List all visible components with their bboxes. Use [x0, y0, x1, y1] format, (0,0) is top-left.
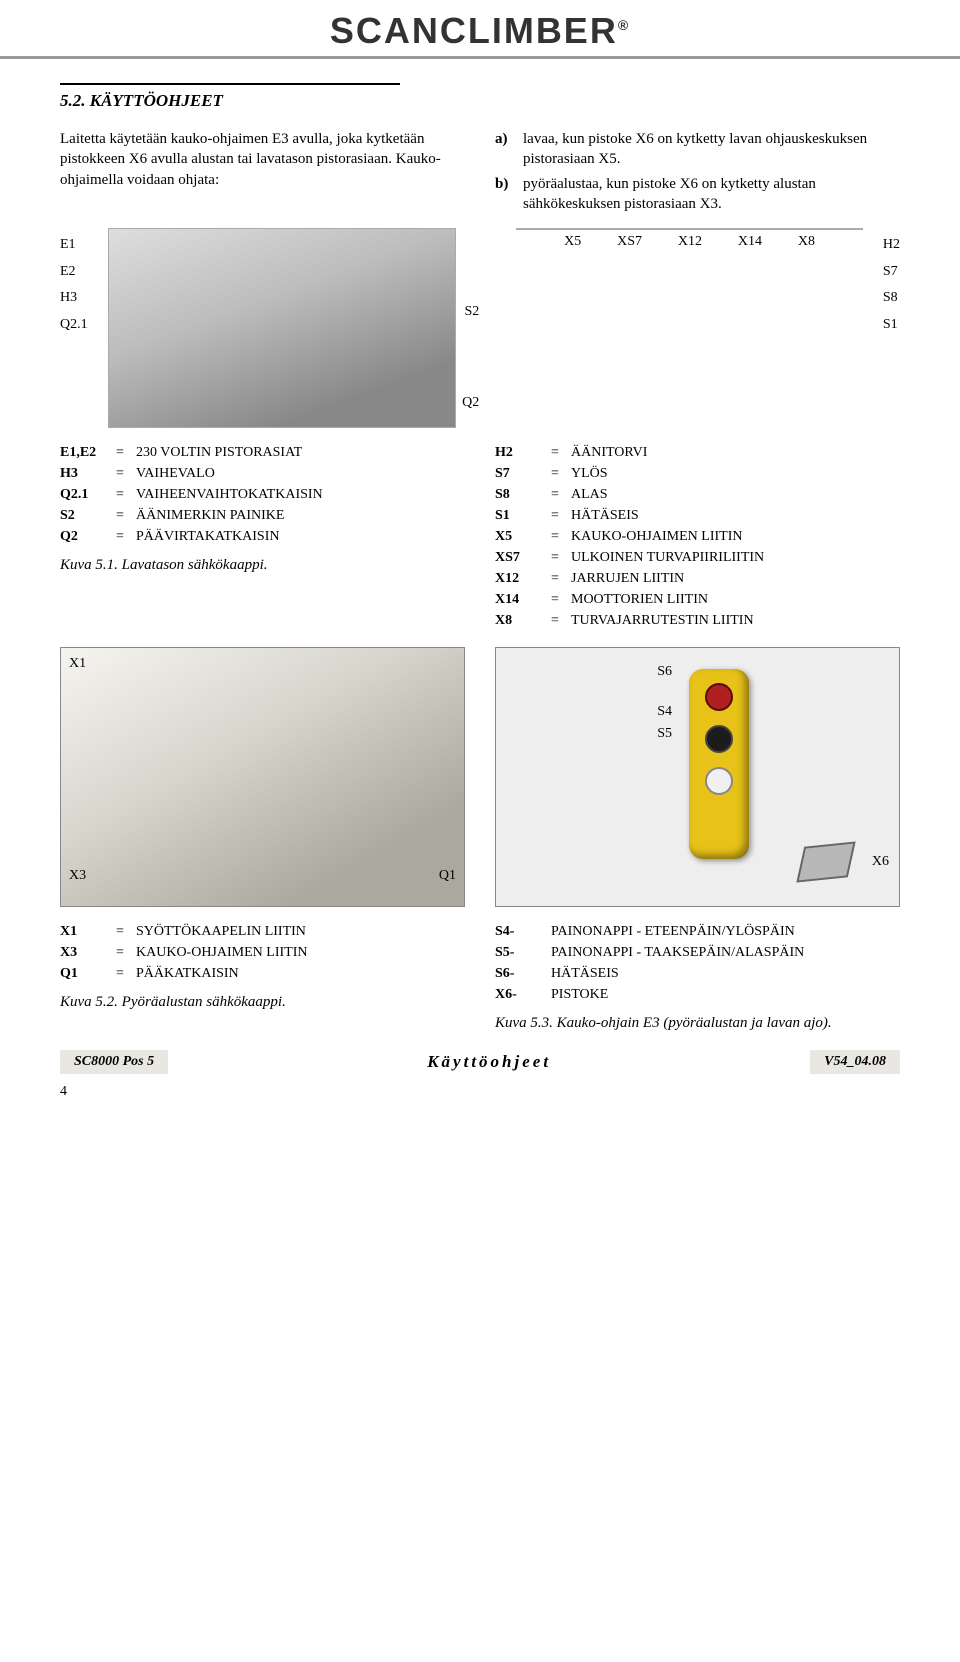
legend-line: X5=KAUKO-OHJAIMEN LIITIN [495, 526, 900, 547]
bottom-photo-row: X1 X3 Q1 S6 S4 S5 X6 [60, 647, 900, 907]
legend-line: Q1=PÄÄKATKAISIN [60, 963, 465, 984]
fig2-caption: Kuva 5.2. Pyöräalustan sähkökaappi. [60, 994, 465, 1011]
legend-line: X6-PISTOKE [495, 984, 900, 1005]
remote-btn-rev-icon [705, 767, 733, 795]
remote-btn-stop-icon [705, 683, 733, 711]
lbl-h2: H2 [883, 232, 900, 259]
fig1-left-labels: E1 E2 H3 Q2.1 [60, 228, 88, 338]
legend-line: XS7=ULKOINEN TURVAPIIRILIITIN [495, 547, 900, 568]
fig1-legend-left: E1,E2=230 VOLTIN PISTORASIAT H3=VAIHEVAL… [60, 442, 465, 631]
figure-5-1-photos: E1 E2 H3 Q2.1 S2 Q2 X5 XS7 X12 X14 X8 H2… [60, 228, 900, 428]
lbl-x14: X14 [738, 234, 762, 250]
plug-icon [796, 842, 855, 883]
fig1-legend-right: H2=ÄÄNITORVI S7=YLÖS S8=ALAS S1=HÄTÄSEIS… [495, 442, 900, 631]
intro-right-b: b) pyöräalustaa, kun pistoke X6 on kytke… [495, 174, 900, 215]
footer-right: V54_04.08 [810, 1050, 900, 1074]
intro-columns: Laitetta käytetään kauko-ohjaimen E3 avu… [60, 129, 900, 218]
legend-line: S8=ALAS [495, 484, 900, 505]
section-rule [60, 83, 400, 85]
legend-line: H2=ÄÄNITORVI [495, 442, 900, 463]
intro-right: a) lavaa, kun pistoke X6 on kytketty lav… [495, 129, 900, 218]
legend-line: X14=MOOTTORIEN LIITIN [495, 589, 900, 610]
lbl-e2: E2 [60, 259, 88, 286]
legend-line: X8=TURVAJARRUTESTIN LIITIN [495, 610, 900, 631]
intro-left: Laitetta käytetään kauko-ohjaimen E3 avu… [60, 129, 465, 218]
footer-center: Käyttöohjeet [178, 1052, 800, 1072]
legend-line: S6-HÄTÄSEIS [495, 963, 900, 984]
fig1-bottom-labels: X5 XS7 X12 X14 X8 [516, 230, 863, 250]
legend-line: S2=ÄÄNIMERKIN PAINIKE [60, 505, 465, 526]
page-footer: SC8000 Pos 5 Käyttöohjeet V54_04.08 [60, 1050, 900, 1074]
fig3-legend: S4-PAINONAPPI - ETEENPÄIN/YLÖSPÄIN S5-PA… [495, 921, 900, 1032]
lbl-x8: X8 [798, 234, 815, 250]
legend-line: Q2=PÄÄVIRTAKATKAISIN [60, 526, 465, 547]
lbl-x6: X6 [872, 854, 889, 870]
intro-right-a: a) lavaa, kun pistoke X6 on kytketty lav… [495, 129, 900, 170]
fig2-legend: X1=SYÖTTÖKAAPELIN LIITIN X3=KAUKO-OHJAIM… [60, 921, 465, 1032]
lbl-x1: X1 [69, 656, 86, 672]
fig1-right-photogroup: X5 XS7 X12 X14 X8 [516, 228, 863, 250]
legend-line: X1=SYÖTTÖKAAPELIN LIITIN [60, 921, 465, 942]
lbl-s7: S7 [883, 259, 900, 286]
legend-line: S4-PAINONAPPI - ETEENPÄIN/YLÖSPÄIN [495, 921, 900, 942]
lbl-q2: Q2 [462, 395, 479, 411]
lbl-x5: X5 [564, 234, 581, 250]
legend-line: X3=KAUKO-OHJAIMEN LIITIN [60, 942, 465, 963]
lbl-e1: E1 [60, 232, 88, 259]
lbl-x12: X12 [678, 234, 702, 250]
lbl-s5: S5 [657, 726, 672, 742]
lbl-xs7: XS7 [617, 234, 642, 250]
footer-left: SC8000 Pos 5 [60, 1050, 168, 1074]
legend-line: S5-PAINONAPPI - TAAKSEPÄIN/ALASPÄIN [495, 942, 900, 963]
remote-illustration [689, 669, 749, 859]
bottom-legend-row: X1=SYÖTTÖKAAPELIN LIITIN X3=KAUKO-OHJAIM… [60, 921, 900, 1032]
fig1-legend: E1,E2=230 VOLTIN PISTORASIAT H3=VAIHEVAL… [60, 442, 900, 631]
lbl-s2: S2 [464, 304, 479, 320]
lbl-x3: X3 [69, 868, 86, 884]
brand-header: SCANCLIMBER® [0, 0, 960, 59]
lbl-s1: S1 [883, 312, 900, 339]
page-number: 4 [0, 1084, 960, 1112]
legend-line: Q2.1=VAIHEENVAIHTOKATKAISIN [60, 484, 465, 505]
legend-line: S1=HÄTÄSEIS [495, 505, 900, 526]
legend-line: S7=YLÖS [495, 463, 900, 484]
lbl-h3: H3 [60, 285, 88, 312]
fig1-right-labels: H2 S7 S8 S1 [883, 228, 900, 338]
legend-line: X12=JARRUJEN LIITIN [495, 568, 900, 589]
legend-line: H3=VAIHEVALO [60, 463, 465, 484]
brand-logo: SCANCLIMBER® [330, 10, 630, 51]
fig3-photo: S6 S4 S5 X6 [495, 647, 900, 907]
fig1-caption: Kuva 5.1. Lavatason sähkökaappi. [60, 557, 465, 574]
fig2-photo: X1 X3 Q1 [60, 647, 465, 907]
lbl-q21: Q2.1 [60, 312, 88, 339]
intro-left-text: Laitetta käytetään kauko-ohjaimen E3 avu… [60, 129, 465, 190]
page-content: 5.2. KÄYTTÖOHJEET Laitetta käytetään kau… [0, 59, 960, 1084]
fig3-caption: Kuva 5.3. Kauko-ohjain E3 (pyöräalustan … [495, 1015, 900, 1032]
lbl-s6: S6 [657, 664, 672, 680]
lbl-s4: S4 [657, 704, 672, 720]
section-title: 5.2. KÄYTTÖOHJEET [60, 91, 900, 111]
lbl-s8: S8 [883, 285, 900, 312]
lbl-q1: Q1 [439, 868, 456, 884]
fig1-left-photo: S2 Q2 [108, 228, 457, 428]
remote-btn-fwd-icon [705, 725, 733, 753]
legend-line: E1,E2=230 VOLTIN PISTORASIAT [60, 442, 465, 463]
fig1-right-photo [516, 228, 863, 230]
